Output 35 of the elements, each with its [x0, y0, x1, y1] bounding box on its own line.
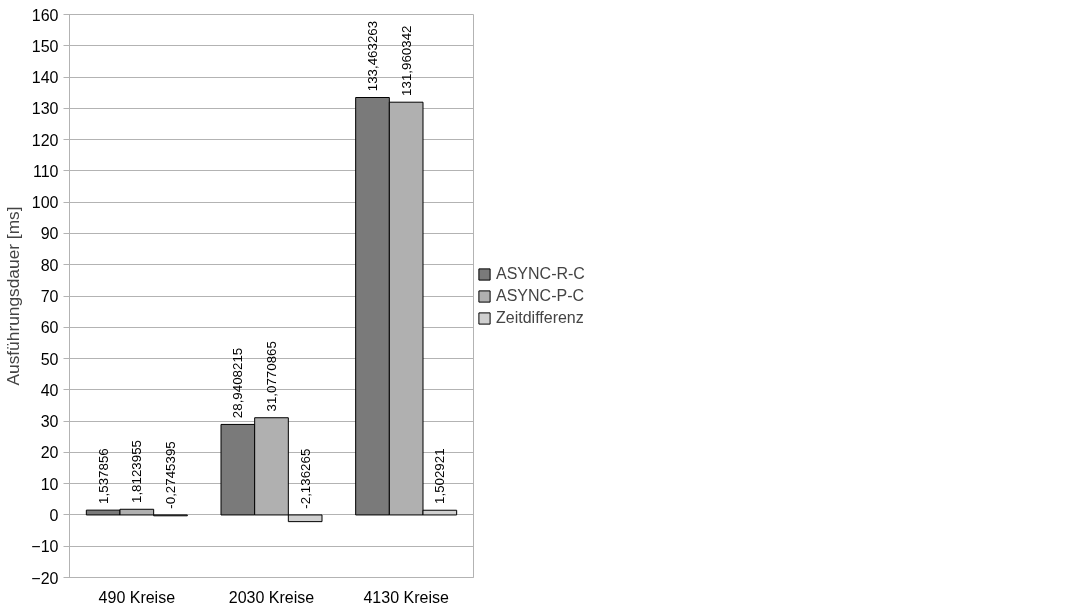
y-tick-label: 110	[32, 162, 59, 180]
y-tick-label: 30	[40, 413, 59, 431]
data-label: 133,463263	[365, 20, 380, 92]
x-tick-label: 490 Kreise	[98, 588, 176, 606]
y-tick-label: 100	[31, 194, 59, 212]
y-tick-label: 50	[40, 350, 59, 368]
data-label: 28,9408215	[230, 347, 246, 419]
legend-label: ASYNC-R-C	[496, 264, 585, 283]
legend-label: ASYNC-P-C	[496, 286, 585, 305]
data-label: 31,0770865	[264, 341, 279, 412]
y-axis-title: Ausführungsdauer [ms]	[3, 206, 24, 386]
y-tick-label: 140	[31, 69, 59, 87]
y-tick-label: −10	[31, 538, 59, 556]
legend-label: Zeitdifferenz	[496, 308, 584, 327]
data-label: 1,502921	[432, 448, 448, 504]
x-tick-label: 2030 Kreise	[228, 588, 315, 606]
y-tick-label: 70	[40, 288, 59, 305]
data-label: 131,960342	[398, 25, 414, 96]
y-tick-label: 120	[31, 131, 59, 149]
x-tick-label: 4130 Kreise	[363, 588, 449, 606]
y-tick-label: 160	[31, 6, 59, 24]
y-tick-label: 60	[40, 319, 59, 337]
y-tick-label: 80	[40, 256, 59, 274]
y-tick-label: 20	[40, 444, 59, 462]
y-tick-label: 130	[31, 100, 59, 118]
y-tick-label: 40	[40, 381, 59, 399]
data-label: 1,8123955	[129, 440, 145, 504]
y-tick-label: 0	[49, 506, 59, 524]
y-tick-label: −20	[31, 569, 59, 587]
data-label: -2,136265	[297, 448, 313, 509]
data-label: 1,537856	[95, 448, 111, 504]
y-tick-label: 90	[40, 225, 59, 243]
y-tick-label: 150	[31, 37, 59, 55]
y-tick-label: 10	[40, 475, 59, 493]
data-label: -0,2745395	[163, 441, 178, 509]
